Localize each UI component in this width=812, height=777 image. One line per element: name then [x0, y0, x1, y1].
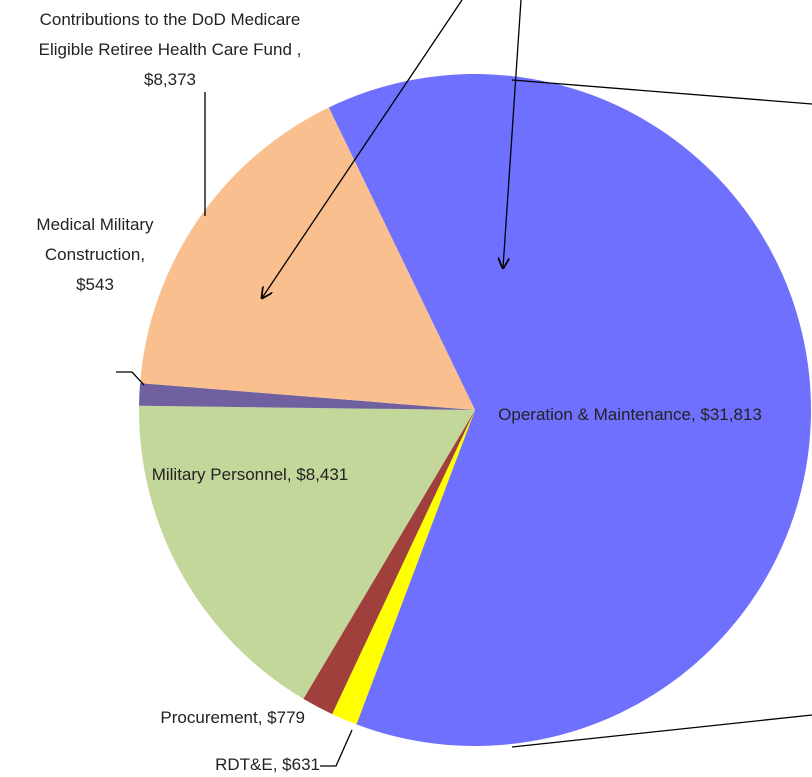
pie-slice — [328, 73, 812, 746]
data-label: Operation & Maintenance, $31,813 — [498, 405, 762, 424]
pie-slice — [303, 410, 475, 715]
data-label: Contributions to the DoD Medicare Eligib… — [38, 10, 302, 89]
data-label: Procurement, $779 — [160, 708, 305, 727]
arrow — [262, 0, 463, 298]
arrow — [503, 0, 522, 268]
slices — [139, 73, 812, 746]
pie-slice — [139, 383, 475, 410]
pie-slice — [139, 405, 475, 699]
annotation-lines — [116, 0, 812, 767]
data-label: Medical Military Construction, $543 — [36, 215, 154, 294]
leader-line — [116, 371, 145, 386]
data-label: RDT&E, $631 — [215, 755, 320, 774]
callout-line — [511, 79, 812, 105]
leader-line — [320, 729, 353, 767]
pie-slice — [332, 410, 475, 725]
pie-slice — [140, 107, 475, 410]
data-label: Military Personnel, $8,431 — [151, 465, 349, 484]
callout-line — [511, 714, 812, 748]
